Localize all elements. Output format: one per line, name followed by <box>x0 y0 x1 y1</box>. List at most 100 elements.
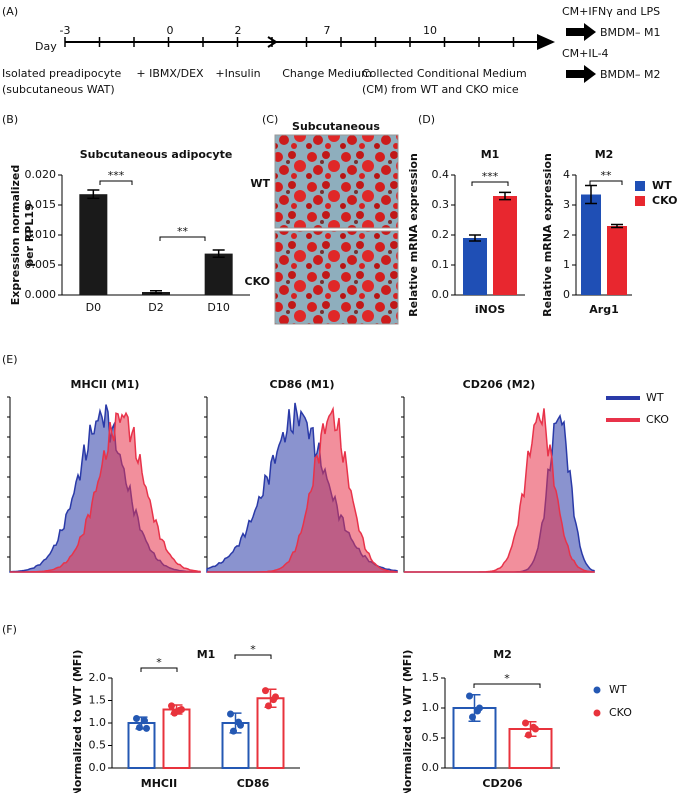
y-tick-label: 0.0 <box>432 288 450 301</box>
timeline-axis-label: Day <box>35 40 57 53</box>
y-tick-label: 4 <box>563 168 570 181</box>
y-axis-label: Relative mRNA expression <box>407 153 420 317</box>
y-tick-label: 1 <box>563 258 570 271</box>
data-point <box>227 710 234 718</box>
micrograph-row-label: WT <box>250 177 270 190</box>
significance-bracket <box>159 236 206 241</box>
data-point <box>136 724 143 731</box>
x-tick-label: CD86 <box>237 777 270 790</box>
y-tick-label: 0.0 <box>89 761 107 774</box>
flow-histogram <box>10 411 201 573</box>
significance-bracket <box>589 180 623 185</box>
micrograph-cko <box>274 230 399 325</box>
error-bar <box>499 191 511 201</box>
outcome-result: BMDM– M2 <box>600 68 660 81</box>
y-axis-label: per RPL19 <box>23 203 36 266</box>
y-axis-label: Expression normalized <box>9 165 22 305</box>
legend-label: CKO <box>609 706 632 719</box>
bar <box>493 196 517 295</box>
data-point <box>265 702 272 710</box>
panel-label: (D) <box>418 113 435 126</box>
panel-label: (C) <box>262 113 278 126</box>
y-tick-label: 0.010 <box>25 228 57 241</box>
significance-label: * <box>156 656 162 669</box>
legend-marker <box>635 181 645 191</box>
flow-histogram <box>404 408 595 573</box>
legend-marker <box>635 196 645 206</box>
timeline-step: + IBMX/DEX <box>136 67 204 80</box>
x-tick-label: Arg1 <box>589 303 618 316</box>
error-bar <box>611 223 623 229</box>
panel-label: (F) <box>2 623 17 636</box>
error-bar <box>212 249 225 258</box>
timeline-day: 2 <box>235 24 242 37</box>
chart-title: M2 <box>493 648 512 661</box>
x-tick-label: MHCII <box>141 777 177 790</box>
chart-title: M1 <box>481 148 500 161</box>
flow-legend-label: WT <box>646 391 664 404</box>
bar <box>162 708 191 769</box>
data-point <box>176 706 183 714</box>
y-tick-label: 0.000 <box>25 288 57 301</box>
significance-bracket <box>473 683 541 688</box>
micrograph-wt <box>274 134 399 229</box>
x-tick-label: CD206 <box>482 777 523 790</box>
chart-title: M1 <box>197 648 216 661</box>
data-point <box>235 718 242 726</box>
panel-label: (B) <box>2 113 18 126</box>
data-point <box>143 724 150 732</box>
data-point <box>141 717 148 725</box>
significance-label: ** <box>601 169 613 182</box>
outcome-result: BMDM– M1 <box>600 26 660 39</box>
y-tick-label: 1.0 <box>422 701 440 714</box>
timeline-step: (subcutaneous WAT) <box>2 83 115 96</box>
timeline-step: Change Medium <box>282 67 372 80</box>
bar <box>204 253 233 295</box>
error-bar <box>87 189 100 200</box>
flow-panel-title: MHCII (M1) <box>71 378 140 391</box>
legend-label: CKO <box>652 194 677 207</box>
micrograph-row-label: CKO <box>245 275 270 288</box>
bar <box>607 226 627 295</box>
legend-label: WT <box>609 683 627 696</box>
timeline-step: Isolated preadipocyte <box>2 67 121 80</box>
y-axis-label: Normalized to WT (MFI) <box>401 650 414 793</box>
x-tick-label: D2 <box>148 301 163 314</box>
y-tick-label: 0.4 <box>432 168 450 181</box>
y-tick-label: 0.020 <box>25 168 57 181</box>
flow-panel-title: CD86 (M1) <box>270 378 335 391</box>
micrograph-title: Subcutaneous <box>292 120 380 133</box>
significance-label: * <box>250 643 256 656</box>
bar <box>581 194 601 295</box>
timeline-day: -3 <box>60 24 71 37</box>
data-point <box>522 719 529 727</box>
flow-legend-label: CKO <box>646 413 669 426</box>
data-point <box>270 696 277 704</box>
y-tick-label: 1.5 <box>422 671 440 684</box>
data-point <box>469 713 476 721</box>
y-tick-label: 2.0 <box>89 671 107 684</box>
outcome-treatment: CM+IFNγ and LPS <box>562 5 660 18</box>
bar <box>463 238 487 295</box>
significance-label: *** <box>482 170 499 183</box>
panel-label: (E) <box>2 353 18 366</box>
significance-bracket <box>471 181 509 186</box>
data-point <box>530 723 537 731</box>
timeline-day: 0 <box>167 24 174 37</box>
flow-histogram <box>207 406 398 573</box>
chart-title: M2 <box>595 148 614 161</box>
y-tick-label: 0.5 <box>422 731 440 744</box>
x-tick-label: iNOS <box>475 303 505 316</box>
timeline-step: (CM) from WT and CKO mice <box>362 83 519 96</box>
significance-label: *** <box>108 169 125 182</box>
error-bar <box>469 234 481 242</box>
y-tick-label: 0.005 <box>25 258 57 271</box>
y-tick-label: 1.5 <box>89 694 107 707</box>
y-tick-label: 3 <box>563 198 570 211</box>
timeline-chevron <box>267 36 278 48</box>
error-bar <box>150 290 162 294</box>
data-point <box>525 731 532 739</box>
y-tick-label: 1.0 <box>89 716 107 729</box>
bar <box>79 194 108 295</box>
